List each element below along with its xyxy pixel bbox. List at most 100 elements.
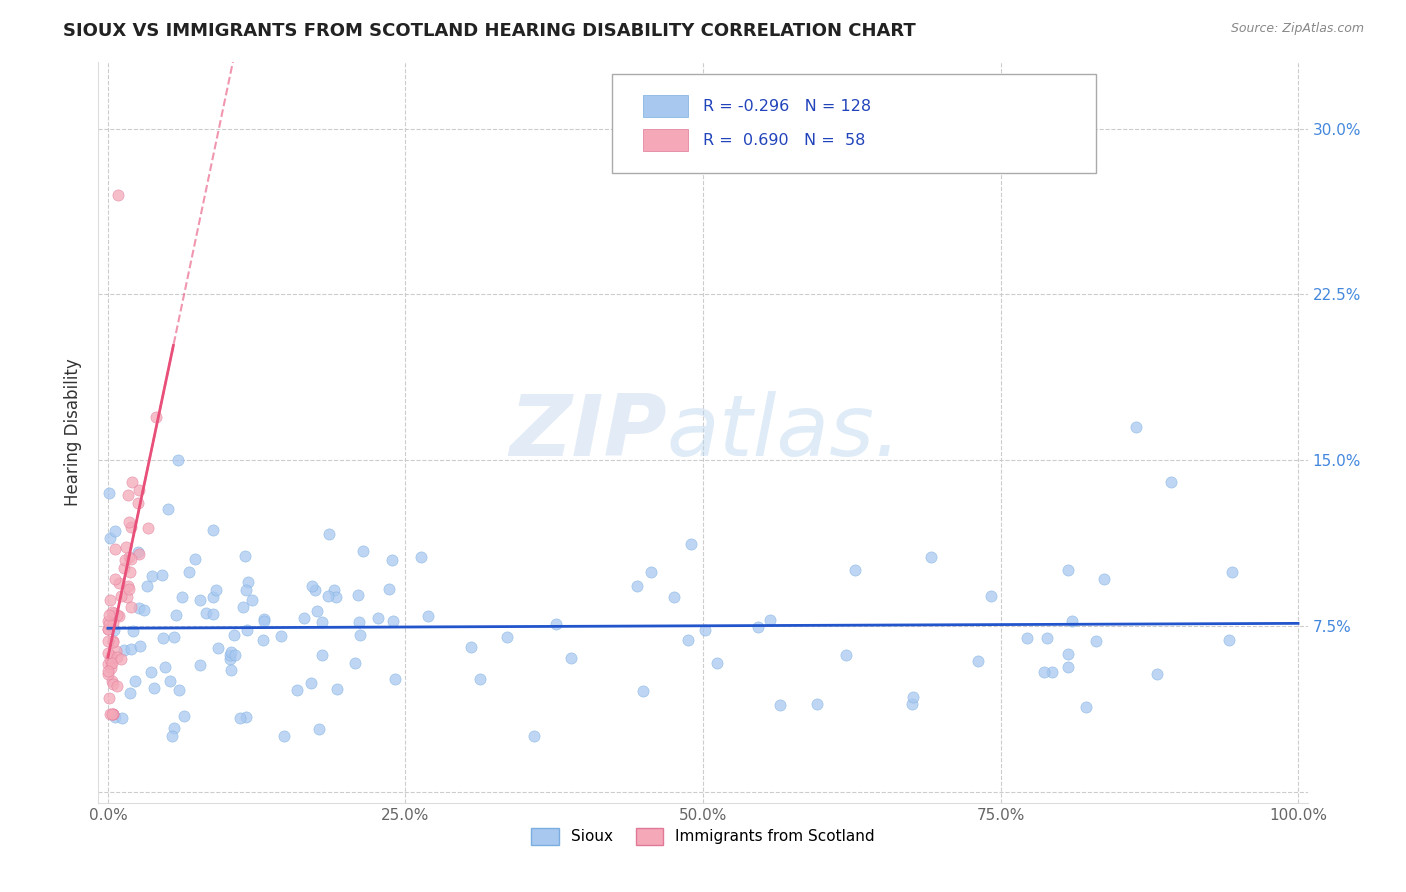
Point	[299, 676, 322, 690]
Point	[105, 650, 128, 665]
Point	[104, 644, 127, 658]
Point	[747, 619, 769, 633]
Point	[343, 656, 366, 670]
Point	[706, 657, 728, 671]
Point	[184, 552, 207, 566]
Legend: Sioux, Immigrants from Scotland: Sioux, Immigrants from Scotland	[524, 822, 882, 851]
Text: SIOUX VS IMMIGRANTS FROM SCOTLAND HEARING DISABILITY CORRELATION CHART: SIOUX VS IMMIGRANTS FROM SCOTLAND HEARIN…	[63, 22, 917, 40]
Point	[120, 519, 142, 533]
Point	[120, 551, 142, 566]
Point	[104, 524, 127, 538]
Point	[136, 521, 159, 535]
Point	[381, 553, 404, 567]
Point	[117, 579, 139, 593]
Point	[128, 601, 150, 615]
Point	[100, 605, 122, 619]
Point	[97, 622, 120, 636]
Point	[145, 410, 167, 425]
Point	[349, 628, 371, 642]
Point	[98, 593, 121, 607]
FancyBboxPatch shape	[613, 73, 1097, 173]
Point	[152, 631, 174, 645]
Point	[1036, 631, 1059, 645]
Point	[118, 515, 141, 529]
Point	[170, 590, 193, 604]
Point	[107, 575, 129, 590]
Point	[468, 672, 491, 686]
Point	[163, 722, 186, 736]
Point	[167, 683, 190, 698]
Point	[252, 633, 274, 648]
Point	[1040, 665, 1063, 680]
Point	[97, 657, 120, 671]
Point	[1084, 634, 1107, 648]
Point	[273, 730, 295, 744]
Point	[544, 617, 567, 632]
Point	[141, 665, 163, 680]
Point	[1076, 699, 1098, 714]
Point	[150, 568, 173, 582]
Point	[97, 633, 120, 648]
Point	[347, 588, 370, 602]
Point	[768, 698, 790, 713]
Point	[112, 560, 135, 574]
Point	[141, 569, 163, 583]
Point	[100, 656, 122, 670]
Point	[232, 599, 254, 614]
Point	[901, 690, 924, 705]
Point	[496, 631, 519, 645]
Point	[252, 612, 274, 626]
Point	[352, 543, 374, 558]
Text: ZIP: ZIP	[509, 391, 666, 475]
Point	[270, 628, 292, 642]
Point	[104, 572, 127, 586]
Point	[97, 614, 120, 628]
Point	[112, 643, 135, 657]
Point	[155, 659, 177, 673]
Point	[160, 730, 183, 744]
Point	[560, 651, 582, 665]
Point	[409, 550, 432, 565]
Y-axis label: Hearing Disability: Hearing Disability	[65, 359, 83, 507]
Point	[1146, 667, 1168, 681]
Point	[177, 565, 200, 579]
Point	[97, 617, 120, 632]
Point	[103, 615, 125, 630]
Point	[100, 707, 122, 722]
Point	[1062, 614, 1084, 628]
Point	[240, 593, 263, 607]
Point	[101, 707, 124, 722]
Point	[118, 686, 141, 700]
Point	[378, 582, 401, 596]
Point	[105, 679, 128, 693]
Point	[304, 583, 326, 598]
Point	[681, 537, 703, 551]
Point	[318, 589, 340, 603]
Point	[236, 623, 259, 637]
Point	[128, 483, 150, 497]
Point	[1057, 659, 1080, 673]
Point	[318, 527, 340, 541]
Point	[901, 697, 924, 711]
Point	[108, 609, 131, 624]
Point	[1017, 631, 1039, 645]
Point	[127, 545, 149, 559]
Point	[110, 651, 132, 665]
Bar	[643, 95, 689, 117]
Point	[219, 645, 242, 659]
Point	[758, 613, 780, 627]
Point	[114, 541, 136, 555]
Point	[1057, 648, 1080, 662]
Point	[104, 541, 127, 556]
Point	[224, 648, 246, 662]
Point	[98, 707, 121, 722]
Point	[207, 640, 229, 655]
Point	[120, 642, 142, 657]
Point	[120, 599, 142, 614]
Point	[97, 607, 120, 622]
Point	[97, 646, 120, 660]
Point	[121, 624, 143, 638]
Point	[626, 578, 648, 592]
Point	[292, 610, 315, 624]
Point	[124, 674, 146, 689]
